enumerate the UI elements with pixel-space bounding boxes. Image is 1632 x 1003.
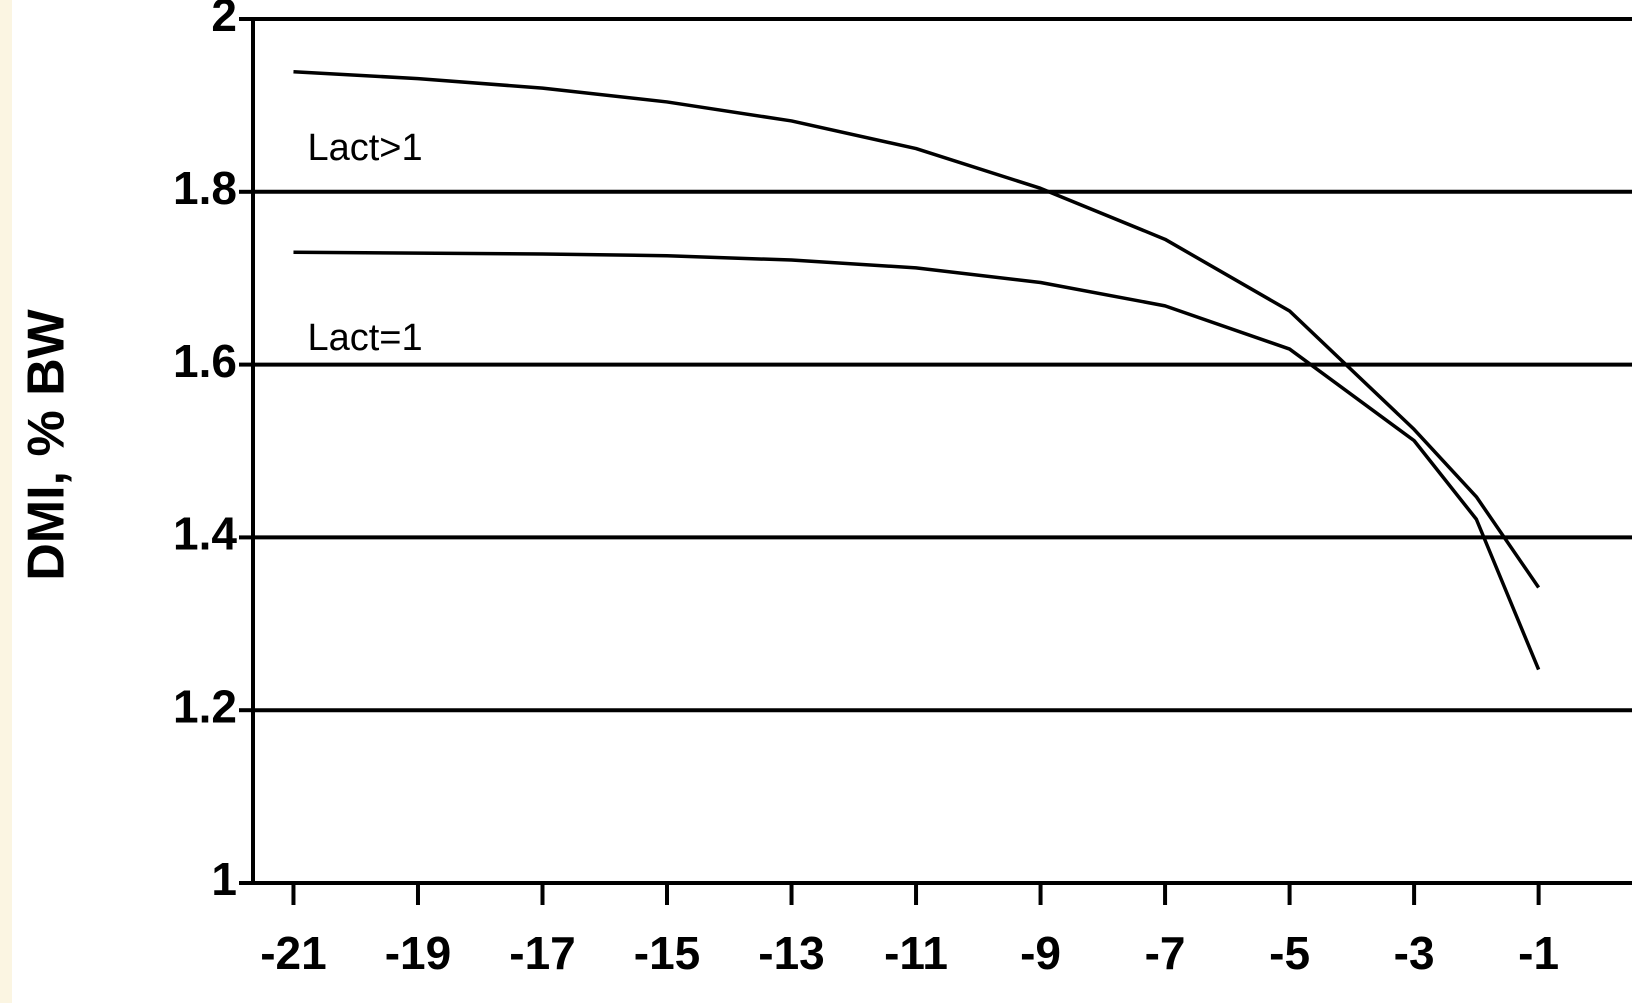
y-axis-label: DMI, % BW	[18, 308, 76, 580]
x-tick-label: -17	[509, 927, 575, 979]
x-tick-label: -7	[1145, 927, 1186, 979]
x-tick-label: -1	[1518, 927, 1559, 979]
series-label: Lact>1	[307, 127, 422, 169]
x-tick-label: -9	[1020, 927, 1061, 979]
series-line	[293, 250, 1541, 671]
y-tick-label: 1.6	[173, 335, 237, 387]
side-strip	[0, 0, 12, 1003]
y-tick-label: 1	[211, 853, 237, 905]
x-tick-label: -19	[385, 927, 451, 979]
x-tick-label: -15	[634, 927, 700, 979]
x-tick-label: -13	[758, 927, 824, 979]
y-tick-label: 1.2	[173, 680, 237, 732]
x-tick-label: -11	[884, 927, 948, 979]
y-tick-label: 2	[211, 0, 237, 41]
x-tick-label: -3	[1394, 927, 1435, 979]
series-line	[293, 69, 1541, 589]
x-tick-label: -5	[1269, 927, 1310, 979]
series-label: Lact=1	[307, 317, 422, 359]
x-tick-label: -21	[260, 927, 326, 979]
y-tick-label: 1.8	[173, 162, 237, 214]
y-tick-label: 1.4	[173, 508, 237, 560]
